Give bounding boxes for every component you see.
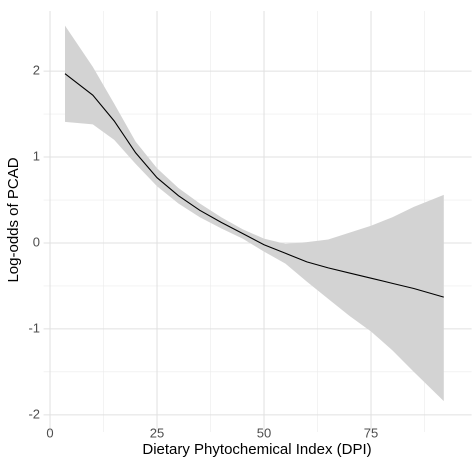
y-tick-label: -1 <box>28 320 40 335</box>
x-tick-label: 0 <box>46 425 53 440</box>
confidence-band <box>65 25 444 402</box>
x-tick-label: 75 <box>364 425 378 440</box>
x-axis-title: Dietary Phytochemical Index (DPI) <box>142 441 371 458</box>
x-tick-label: 25 <box>150 425 164 440</box>
x-tick-label: 50 <box>257 425 271 440</box>
line <box>64 73 444 298</box>
y-tick-label: 0 <box>33 234 40 249</box>
y-tick-label: -2 <box>28 406 40 421</box>
y-axis-title: Log-odds of PCAD <box>5 157 22 282</box>
y-tick-label: 1 <box>33 148 40 163</box>
y-tick-label: 2 <box>33 63 40 78</box>
